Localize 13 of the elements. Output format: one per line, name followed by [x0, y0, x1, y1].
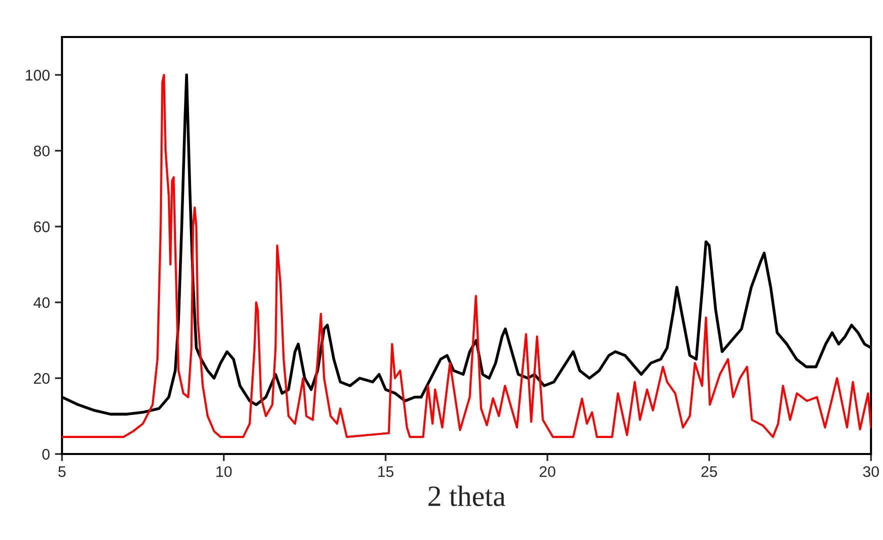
x-tick-label: 20 — [540, 466, 556, 478]
y-tick-label: 100 — [26, 70, 50, 81]
x-tick-label: 10 — [216, 466, 232, 478]
y-tick-label: 40 — [34, 297, 50, 308]
y-tick-label: 20 — [34, 373, 50, 384]
y-tick-label: 60 — [34, 221, 50, 232]
x-tick-label: 25 — [701, 466, 718, 478]
y-tick-label: 0 — [42, 448, 50, 460]
x-tick-label: 5 — [58, 466, 66, 478]
x-axis-title: 2 theta — [428, 486, 506, 506]
x-tick-label: 30 — [863, 466, 879, 478]
y-tick-label: 80 — [34, 146, 50, 156]
x-tick-label: 15 — [378, 466, 394, 478]
